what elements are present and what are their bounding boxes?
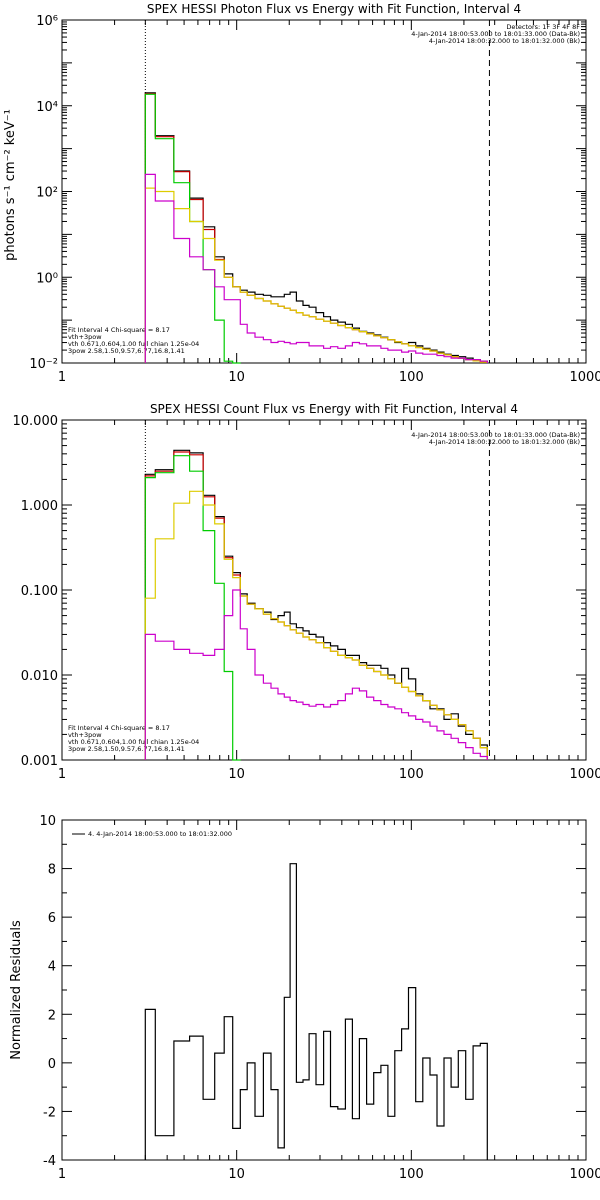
y-tick-label: 8 — [48, 863, 56, 878]
panel-residual-axes: 1 10 100 1000 -4 -2 0 2 4 6 8 10 — [39, 814, 600, 1182]
series-data-bk — [144, 92, 488, 363]
series-vth-3pow — [144, 451, 488, 760]
y-tick-label: -4 — [43, 1154, 56, 1169]
panel-count-axes: 1 10 100 1000 0.001 0.010 0.100 1.000 10.000 — [13, 414, 600, 782]
y-tick-label: 1.000 — [21, 499, 58, 514]
series-bk — [144, 173, 488, 363]
x-tick-label: 1000 — [569, 1167, 600, 1182]
x-tick-label: 1 — [58, 767, 66, 782]
series-vth-3pow — [144, 93, 488, 363]
y-axis-label: photons s⁻¹ cm⁻² keV⁻¹ — [3, 109, 18, 261]
x-tick-label: 100 — [399, 1167, 424, 1182]
series-4-4-jan-2014-18-00-53-00 — [144, 863, 488, 1160]
y-tick-label: 0.010 — [21, 669, 58, 684]
y-tick-label: 10² — [36, 186, 58, 201]
x-tick-label: 10 — [228, 1167, 245, 1182]
legend-residual-interval: 4. 4-Jan-2014 18:00:53.000 to 18:01:32.0… — [88, 830, 232, 838]
y-tick-label: 6 — [48, 911, 56, 926]
plot-frame — [61, 19, 587, 364]
y-tick-label: 0.001 — [21, 754, 58, 769]
y-tick-label: 10.000 — [13, 414, 59, 429]
fit-legend-vth3pow: vth+3pow — [68, 731, 102, 739]
panel-title: SPEX HESSI Count Flux vs Energy with Fit… — [150, 402, 518, 416]
y-tick-label: 2 — [48, 1008, 56, 1023]
series-bk — [144, 589, 488, 760]
panel-photon-series — [144, 92, 488, 364]
x-tick-label: 100 — [399, 370, 424, 385]
y-tick-label: 10⁻² — [29, 357, 58, 372]
series-data-bk — [144, 449, 488, 760]
x-tick-label: 1000 — [569, 767, 600, 782]
panel-photon-axes: 1 10 100 1000 10⁻² 10⁰ 10² 10⁴ 10⁶ — [29, 14, 600, 385]
fit-legend-3pow: 3pow 2.58,1.50,9.57,6.77,16.8,1.41 — [68, 347, 185, 355]
x-tick-label: 1 — [58, 1167, 66, 1182]
y-tick-label: 10⁶ — [36, 14, 58, 29]
panel-residual-series — [144, 863, 488, 1160]
legend-bk-interval: 4-Jan-2014 18:00:32.000 to 18:01:32.000 … — [429, 37, 580, 45]
series-vth — [144, 93, 241, 364]
series-vth — [144, 455, 241, 761]
panel-count-series — [144, 449, 488, 761]
y-tick-label: 0.100 — [21, 584, 58, 599]
x-tick-label: 1000 — [569, 370, 600, 385]
legend-detectors: Detectors: 1F 3F 4F 8F — [506, 23, 580, 31]
y-tick-label: -2 — [43, 1105, 56, 1120]
y-tick-label: 10 — [39, 814, 56, 829]
fit-legend-3pow: 3pow 2.58,1.50,9.57,6.77,16.8,1.41 — [68, 745, 185, 753]
x-tick-label: 1 — [58, 370, 66, 385]
series-3pow — [144, 490, 488, 760]
series-3pow — [144, 187, 488, 363]
fit-info: Fit Interval 4 Chi-square = 8.17 — [68, 326, 170, 334]
fit-info: Fit Interval 4 Chi-square = 8.17 — [68, 724, 170, 732]
y-axis-label: Normalized Residuals — [9, 920, 24, 1060]
x-tick-label: 10 — [228, 370, 245, 385]
y-tick-label: 4 — [48, 960, 56, 975]
plot-frame — [61, 419, 587, 761]
legend-data-interval: 4-Jan-2014 18:00:53.000 to 18:01:33.000 … — [411, 30, 580, 38]
legend-data-interval: 4-Jan-2014 18:00:53.000 to 18:01:33.000 … — [411, 431, 580, 439]
fit-legend-vth3pow: vth+3pow — [68, 333, 102, 341]
y-tick-label: 0 — [48, 1057, 56, 1072]
plot-frame — [61, 819, 587, 1161]
y-tick-label: 10⁴ — [36, 100, 58, 115]
legend-bk-interval: 4-Jan-2014 18:00:32.000 to 18:01:32.000 … — [429, 438, 580, 446]
fit-legend-vth: vth 0.671,0.604,1.00 full chian 1.25e-04 — [68, 738, 199, 746]
panel-title: SPEX HESSI Photon Flux vs Energy with Fi… — [147, 2, 521, 16]
fit-legend-vth: vth 0.671,0.604,1.00 full chian 1.25e-04 — [68, 340, 199, 348]
x-tick-label: 10 — [228, 767, 245, 782]
x-tick-label: 100 — [399, 767, 424, 782]
y-tick-label: 10⁰ — [36, 271, 58, 286]
